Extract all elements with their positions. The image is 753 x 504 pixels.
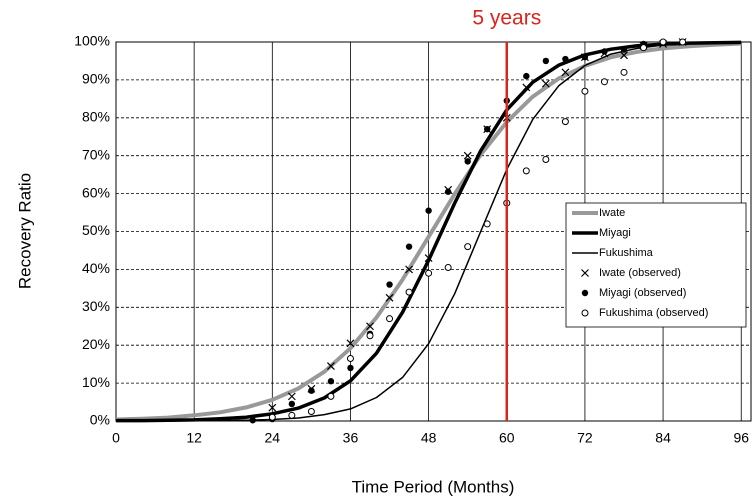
x-tick-label: 36 xyxy=(343,430,359,446)
point xyxy=(327,378,335,385)
x-tick-label: 96 xyxy=(733,430,749,446)
y-tick-label: 50% xyxy=(82,222,110,238)
point xyxy=(523,72,530,80)
point xyxy=(542,155,550,163)
y-tick-label: 40% xyxy=(82,260,110,276)
legend-label: Iwate xyxy=(599,207,625,219)
point xyxy=(347,364,354,372)
x-tick-label: 72 xyxy=(577,430,593,446)
legend-label: Fukushima xyxy=(599,247,654,259)
point xyxy=(385,293,394,302)
series-line xyxy=(115,41,742,422)
legend-swatch xyxy=(581,309,589,317)
point xyxy=(464,158,471,165)
x-tick-label: 12 xyxy=(186,430,202,446)
point xyxy=(640,44,648,52)
point xyxy=(425,269,433,277)
point xyxy=(444,188,452,195)
point xyxy=(327,392,335,400)
y-tick-label: 100% xyxy=(74,33,110,49)
y-tick-label: 10% xyxy=(82,374,110,390)
point xyxy=(346,339,355,348)
series-line xyxy=(116,40,742,423)
point xyxy=(287,392,296,401)
point xyxy=(268,413,276,421)
point xyxy=(659,38,667,46)
legend-swatch xyxy=(581,269,589,277)
point xyxy=(620,51,628,60)
y-tick-label: 70% xyxy=(82,146,110,162)
point xyxy=(541,79,550,88)
x-tick-label: 60 xyxy=(499,430,515,446)
annotation-text: 5 years xyxy=(472,7,541,30)
point xyxy=(561,118,569,126)
y-tick-label: 30% xyxy=(82,298,110,314)
point xyxy=(561,68,570,77)
point xyxy=(444,264,452,272)
point xyxy=(620,68,628,76)
point xyxy=(581,53,589,61)
point xyxy=(386,281,393,288)
point xyxy=(601,48,608,55)
point xyxy=(484,125,491,133)
x-tick-label: 48 xyxy=(421,430,437,446)
point xyxy=(366,332,374,340)
y-axis-label: Recovery Ratio xyxy=(15,173,34,289)
point xyxy=(386,315,394,323)
legend-box xyxy=(565,202,747,328)
point xyxy=(463,151,472,160)
point xyxy=(405,243,413,250)
point xyxy=(288,400,296,408)
legend-label: Iwate (observed) xyxy=(599,267,681,279)
point xyxy=(424,254,433,262)
legend-label: Fukushima (observed) xyxy=(599,307,708,319)
point xyxy=(562,55,569,63)
point xyxy=(405,288,413,296)
point xyxy=(425,207,432,214)
plot-frame xyxy=(115,41,752,422)
point xyxy=(346,354,354,362)
point xyxy=(308,387,315,394)
point xyxy=(522,83,531,92)
point xyxy=(366,322,374,331)
legend-swatch xyxy=(581,289,589,297)
point xyxy=(542,57,550,65)
point xyxy=(581,87,589,95)
point xyxy=(405,265,414,274)
point xyxy=(249,417,256,424)
y-tick-label: 90% xyxy=(82,71,110,87)
y-tick-label: 60% xyxy=(82,184,110,200)
point xyxy=(268,403,277,412)
x-tick-label: 24 xyxy=(265,430,281,446)
y-tick-label: 20% xyxy=(82,336,110,352)
y-tick-label: 80% xyxy=(82,109,110,125)
point xyxy=(522,167,530,175)
legend-label: Miyagi xyxy=(599,227,631,239)
point xyxy=(307,408,315,416)
point xyxy=(679,38,687,46)
x-tick-label: 0 xyxy=(112,430,120,446)
point xyxy=(483,220,491,228)
point xyxy=(600,78,608,86)
legend-label: Miyagi (observed) xyxy=(599,287,686,299)
series-line xyxy=(116,41,742,422)
point xyxy=(464,243,472,251)
y-tick-label: 0% xyxy=(90,412,110,428)
x-tick-label: 84 xyxy=(655,430,671,446)
point xyxy=(288,411,296,419)
x-axis-label: Time Period (Months) xyxy=(352,477,515,496)
point xyxy=(326,362,335,370)
point xyxy=(620,46,628,53)
